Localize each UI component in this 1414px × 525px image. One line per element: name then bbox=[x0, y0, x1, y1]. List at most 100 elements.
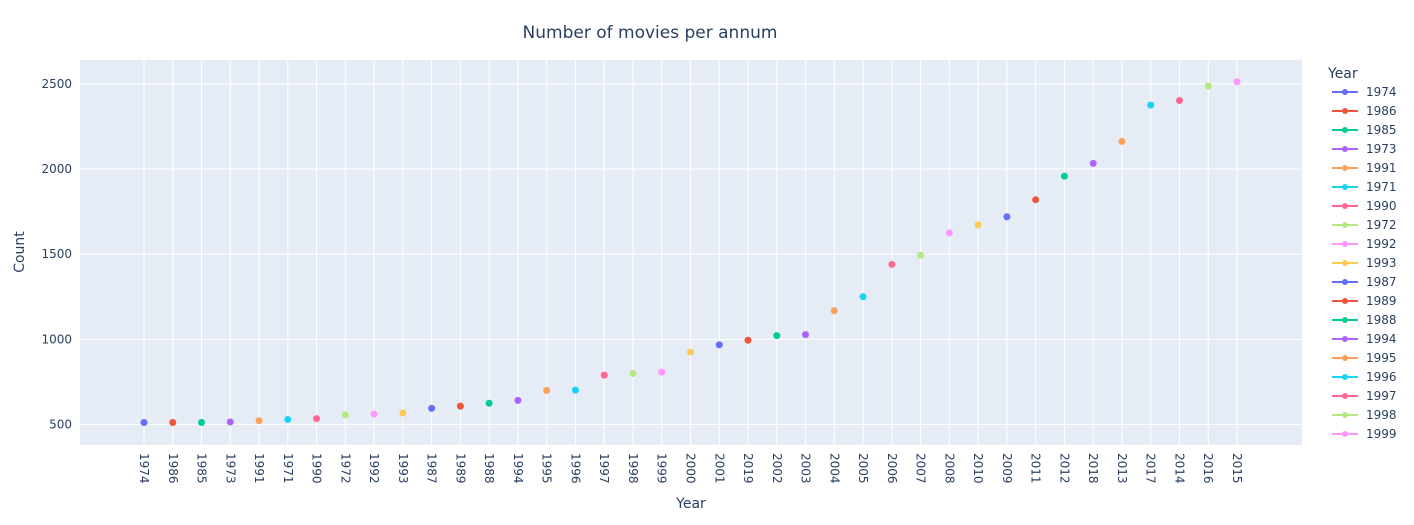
x-tick-label: 2016 bbox=[1201, 453, 1215, 484]
legend-swatch-marker bbox=[1342, 393, 1348, 399]
x-tick-label: 2011 bbox=[1029, 453, 1043, 484]
legend-swatch-marker bbox=[1342, 222, 1348, 228]
x-tick-label: 2013 bbox=[1115, 453, 1129, 484]
data-point bbox=[629, 369, 637, 377]
legend-item-label: 1993 bbox=[1366, 256, 1397, 270]
legend-item-label: 1998 bbox=[1366, 408, 1397, 422]
y-tick-label: 2500 bbox=[41, 77, 72, 91]
x-tick-label: 1993 bbox=[396, 453, 410, 484]
data-point bbox=[1089, 159, 1097, 167]
legend-swatch-marker bbox=[1342, 203, 1348, 209]
legend-item-label: 1990 bbox=[1366, 199, 1397, 213]
x-tick-label: 2017 bbox=[1144, 453, 1158, 484]
legend-swatch-marker bbox=[1342, 412, 1348, 418]
data-point bbox=[1060, 172, 1068, 180]
data-point bbox=[1003, 213, 1011, 221]
legend-item-label: 1994 bbox=[1366, 332, 1397, 346]
x-tick-label: 1991 bbox=[252, 453, 266, 484]
legend-swatch-marker bbox=[1342, 184, 1348, 190]
y-axis-ticks: 500 1000 1500 2000 2500 bbox=[41, 77, 72, 432]
data-point bbox=[226, 418, 234, 426]
x-tick-label: 2010 bbox=[971, 453, 985, 484]
legend-item-label: 1971 bbox=[1366, 180, 1397, 194]
x-tick-label: 2002 bbox=[770, 453, 784, 484]
y-tick-label: 2000 bbox=[41, 162, 72, 176]
legend-swatch-marker bbox=[1342, 260, 1348, 266]
x-tick-label: 1998 bbox=[626, 453, 640, 484]
data-point bbox=[1147, 101, 1155, 109]
x-tick-label: 1971 bbox=[281, 453, 295, 484]
data-point bbox=[1233, 78, 1241, 86]
data-point bbox=[974, 221, 982, 229]
y-axis-title: Count bbox=[12, 231, 28, 273]
legend: Year 1974 1986 1985 1973 1991 1971 1990 1972 199… bbox=[1327, 66, 1397, 441]
data-point bbox=[255, 417, 263, 425]
legend-swatch-marker bbox=[1342, 241, 1348, 247]
legend-item-label: 1995 bbox=[1366, 351, 1397, 365]
x-tick-label: 1997 bbox=[597, 453, 611, 484]
data-point bbox=[945, 229, 953, 237]
legend-swatch-marker bbox=[1342, 355, 1348, 361]
x-tick-label: 1994 bbox=[511, 453, 525, 484]
x-tick-label: 2003 bbox=[799, 453, 813, 484]
data-point bbox=[456, 402, 464, 410]
data-point bbox=[917, 251, 925, 259]
legend-swatch-marker bbox=[1342, 336, 1348, 342]
data-point bbox=[428, 404, 436, 412]
x-tick-label: 2005 bbox=[856, 453, 870, 484]
data-point bbox=[198, 419, 206, 427]
y-tick-label: 1000 bbox=[41, 332, 72, 346]
legend-swatch-marker bbox=[1342, 317, 1348, 323]
data-point bbox=[658, 368, 666, 376]
data-point bbox=[1204, 82, 1212, 90]
data-point bbox=[744, 336, 752, 344]
x-tick-label: 2012 bbox=[1057, 453, 1071, 484]
legend-item-label: 1997 bbox=[1366, 389, 1397, 403]
legend-item-label: 1988 bbox=[1366, 313, 1397, 327]
chart-title: Number of movies per annum bbox=[523, 23, 778, 43]
x-tick-label: 1989 bbox=[453, 453, 467, 484]
legend-item-label: 1992 bbox=[1366, 237, 1397, 251]
data-point bbox=[284, 415, 292, 423]
data-point bbox=[715, 341, 723, 349]
data-point bbox=[370, 410, 378, 418]
data-point bbox=[830, 307, 838, 315]
x-tick-label: 1996 bbox=[568, 453, 582, 484]
legend-swatch-marker bbox=[1342, 298, 1348, 304]
data-point bbox=[543, 386, 551, 394]
data-point bbox=[169, 419, 177, 427]
x-axis-title: Year bbox=[675, 496, 706, 512]
x-tick-label: 1974 bbox=[137, 453, 151, 484]
data-point bbox=[1118, 137, 1126, 145]
data-point bbox=[485, 399, 493, 407]
data-point bbox=[859, 293, 867, 301]
legend-item-label: 1987 bbox=[1366, 275, 1397, 289]
legend-swatch-marker bbox=[1342, 108, 1348, 114]
x-tick-label: 1995 bbox=[540, 453, 554, 484]
x-tick-label: 1985 bbox=[195, 453, 209, 484]
data-point bbox=[514, 396, 522, 404]
data-points bbox=[140, 78, 1241, 427]
data-point bbox=[687, 348, 694, 356]
legend-item-label: 1989 bbox=[1366, 294, 1397, 308]
legend-item-label: 1985 bbox=[1366, 123, 1397, 137]
data-point bbox=[313, 415, 321, 423]
y-tick-label: 500 bbox=[49, 418, 72, 432]
data-point bbox=[140, 419, 148, 427]
legend-item-label: 1986 bbox=[1366, 104, 1397, 118]
legend-swatch-marker bbox=[1342, 431, 1348, 437]
x-tick-label: 2006 bbox=[885, 453, 899, 484]
legend-title: Year bbox=[1327, 66, 1358, 82]
data-point bbox=[802, 331, 810, 339]
legend-swatch-marker bbox=[1342, 89, 1348, 95]
legend-item-label: 1991 bbox=[1366, 161, 1397, 175]
data-point bbox=[341, 411, 349, 419]
x-gridlines bbox=[143, 60, 1238, 445]
data-point bbox=[571, 386, 579, 394]
x-tick-label: 1972 bbox=[338, 453, 352, 484]
x-tick-label: 2007 bbox=[914, 453, 928, 484]
x-tick-label: 2009 bbox=[1000, 453, 1014, 484]
legend-swatch-marker bbox=[1342, 146, 1348, 152]
legend-swatch-marker bbox=[1342, 127, 1348, 133]
data-point bbox=[399, 409, 407, 417]
